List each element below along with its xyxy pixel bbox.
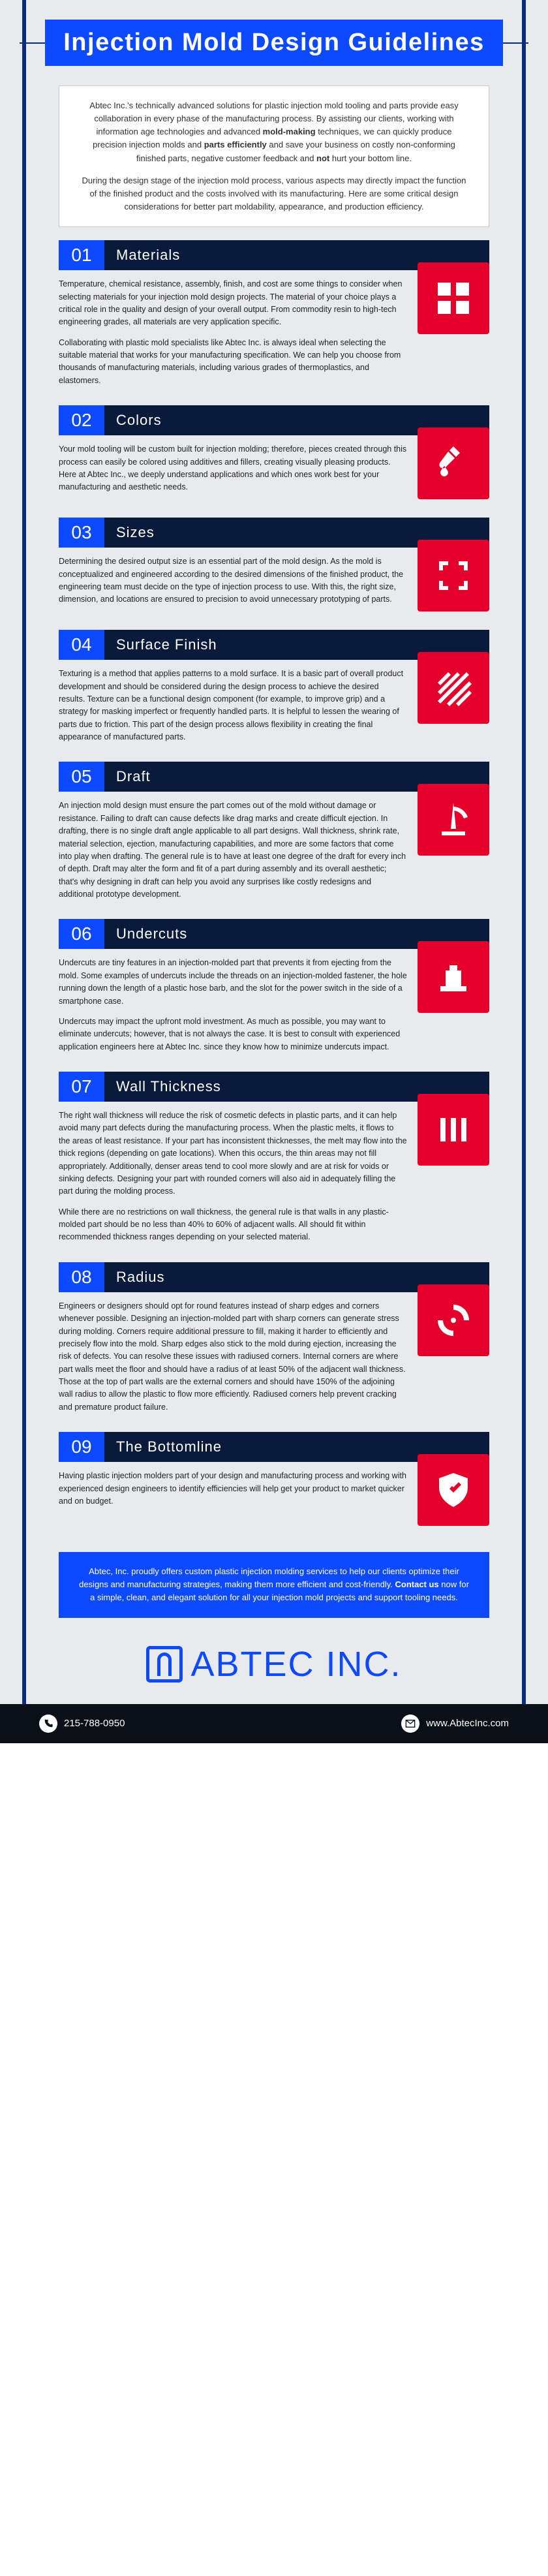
intro-bold: not (316, 153, 329, 163)
section-paragraph: Undercuts may impact the upfront mold in… (59, 1016, 407, 1053)
resize-icon (418, 540, 489, 612)
section-paragraph: The right wall thickness will reduce the… (59, 1110, 407, 1198)
section-body: The right wall thickness will reduce the… (59, 1102, 489, 1244)
grid-icon (418, 262, 489, 334)
section-paragraph: Temperature, chemical resistance, assemb… (59, 278, 407, 329)
phone-icon (39, 1715, 57, 1733)
section-number: 06 (59, 919, 104, 949)
section-text: Determining the desired output size is a… (59, 551, 407, 606)
title-block: Injection Mold Design Guidelines (20, 20, 528, 66)
page-wrapper: Injection Mold Design Guidelines Abtec I… (0, 0, 548, 1704)
section-text: Temperature, chemical resistance, assemb… (59, 274, 407, 387)
footer-phone-text: 215-788-0950 (64, 1718, 125, 1729)
walls-icon (418, 1094, 489, 1166)
outro-card: Abtec, Inc. proudly offers custom plasti… (59, 1552, 489, 1617)
section-number: 02 (59, 405, 104, 435)
section-text: Your mold tooling will be custom built f… (59, 439, 407, 494)
section-paragraph: An injection mold design must ensure the… (59, 799, 407, 901)
section-body: Undercuts are tiny features in an inject… (59, 949, 489, 1053)
section-paragraph: Collaborating with plastic mold speciali… (59, 337, 407, 388)
section-03: 03SizesDetermining the desired output si… (59, 518, 489, 612)
radius-icon (418, 1284, 489, 1356)
section-body: Engineers or designers should opt for ro… (59, 1292, 489, 1414)
footer: 215-788-0950 www.AbtecInc.com (0, 1704, 548, 1743)
section-text: Engineers or designers should opt for ro… (59, 1296, 407, 1414)
section-number: 01 (59, 240, 104, 270)
intro-text: hurt your bottom line. (329, 153, 412, 163)
section-09: 09The BottomlineHaving plastic injection… (59, 1432, 489, 1526)
section-body: An injection mold design must ensure the… (59, 792, 489, 901)
section-paragraph: While there are no restrictions on wall … (59, 1206, 407, 1244)
section-text: Undercuts are tiny features in an inject… (59, 953, 407, 1053)
section-paragraph: Undercuts are tiny features in an inject… (59, 957, 407, 1008)
compass-icon (418, 784, 489, 856)
footer-phone: 215-788-0950 (39, 1715, 125, 1733)
section-body: Determining the desired output size is a… (59, 548, 489, 612)
texture-icon (418, 652, 489, 724)
section-body: Temperature, chemical resistance, assemb… (59, 270, 489, 387)
logo-mark-icon (146, 1646, 183, 1683)
intro-para-1: Abtec Inc.'s technically advanced soluti… (79, 99, 469, 165)
section-02: 02ColorsYour mold tooling will be custom… (59, 405, 489, 499)
section-text: The right wall thickness will reduce the… (59, 1106, 407, 1244)
section-number: 04 (59, 630, 104, 660)
intro-para-2: During the design stage of the injection… (79, 174, 469, 213)
section-text: Having plastic injection molders part of… (59, 1466, 407, 1508)
section-number: 07 (59, 1072, 104, 1102)
footer-web: www.AbtecInc.com (401, 1715, 509, 1733)
section-paragraph: Texturing is a method that applies patte… (59, 668, 407, 743)
section-04: 04Surface FinishTexturing is a method th… (59, 630, 489, 743)
section-body: Your mold tooling will be custom built f… (59, 435, 489, 499)
intro-card: Abtec Inc.'s technically advanced soluti… (59, 85, 489, 227)
section-05: 05DraftAn injection mold design must ens… (59, 762, 489, 901)
section-body: Texturing is a method that applies patte… (59, 660, 489, 743)
sections-container: 01MaterialsTemperature, chemical resista… (20, 227, 528, 1552)
mail-icon (401, 1715, 419, 1733)
logo-text: ABTEC INC. (190, 1644, 401, 1684)
dropper-icon (418, 427, 489, 499)
undercut-icon (418, 941, 489, 1013)
title-rule-right (503, 42, 528, 44)
page-title: Injection Mold Design Guidelines (45, 20, 503, 66)
section-01: 01MaterialsTemperature, chemical resista… (59, 240, 489, 387)
section-number: 03 (59, 518, 104, 548)
title-rule-left (20, 42, 45, 44)
section-08: 08RadiusEngineers or designers should op… (59, 1262, 489, 1414)
footer-web-text: www.AbtecInc.com (426, 1718, 509, 1729)
logo: ABTEC INC. (146, 1644, 401, 1684)
intro-bold: parts efficiently (204, 140, 267, 149)
logo-block: ABTEC INC. (20, 1618, 528, 1704)
section-paragraph: Determining the desired output size is a… (59, 555, 407, 606)
section-text: Texturing is a method that applies patte… (59, 664, 407, 743)
section-number: 09 (59, 1432, 104, 1462)
section-number: 05 (59, 762, 104, 792)
title-rule: Injection Mold Design Guidelines (20, 20, 528, 66)
shield-icon (418, 1454, 489, 1526)
section-paragraph: Having plastic injection molders part of… (59, 1470, 407, 1508)
section-paragraph: Your mold tooling will be custom built f… (59, 443, 407, 494)
logo-mark-inner (157, 1653, 172, 1676)
section-number: 08 (59, 1262, 104, 1292)
section-body: Having plastic injection molders part of… (59, 1462, 489, 1526)
intro-bold: mold-making (263, 127, 316, 136)
section-paragraph: Engineers or designers should opt for ro… (59, 1300, 407, 1414)
outro-bold: Contact us (395, 1579, 438, 1589)
section-07: 07Wall ThicknessThe right wall thickness… (59, 1072, 489, 1244)
section-06: 06UndercutsUndercuts are tiny features i… (59, 919, 489, 1053)
section-text: An injection mold design must ensure the… (59, 796, 407, 901)
